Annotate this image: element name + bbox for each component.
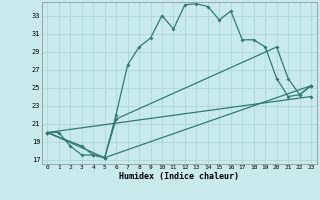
X-axis label: Humidex (Indice chaleur): Humidex (Indice chaleur) [119,172,239,181]
